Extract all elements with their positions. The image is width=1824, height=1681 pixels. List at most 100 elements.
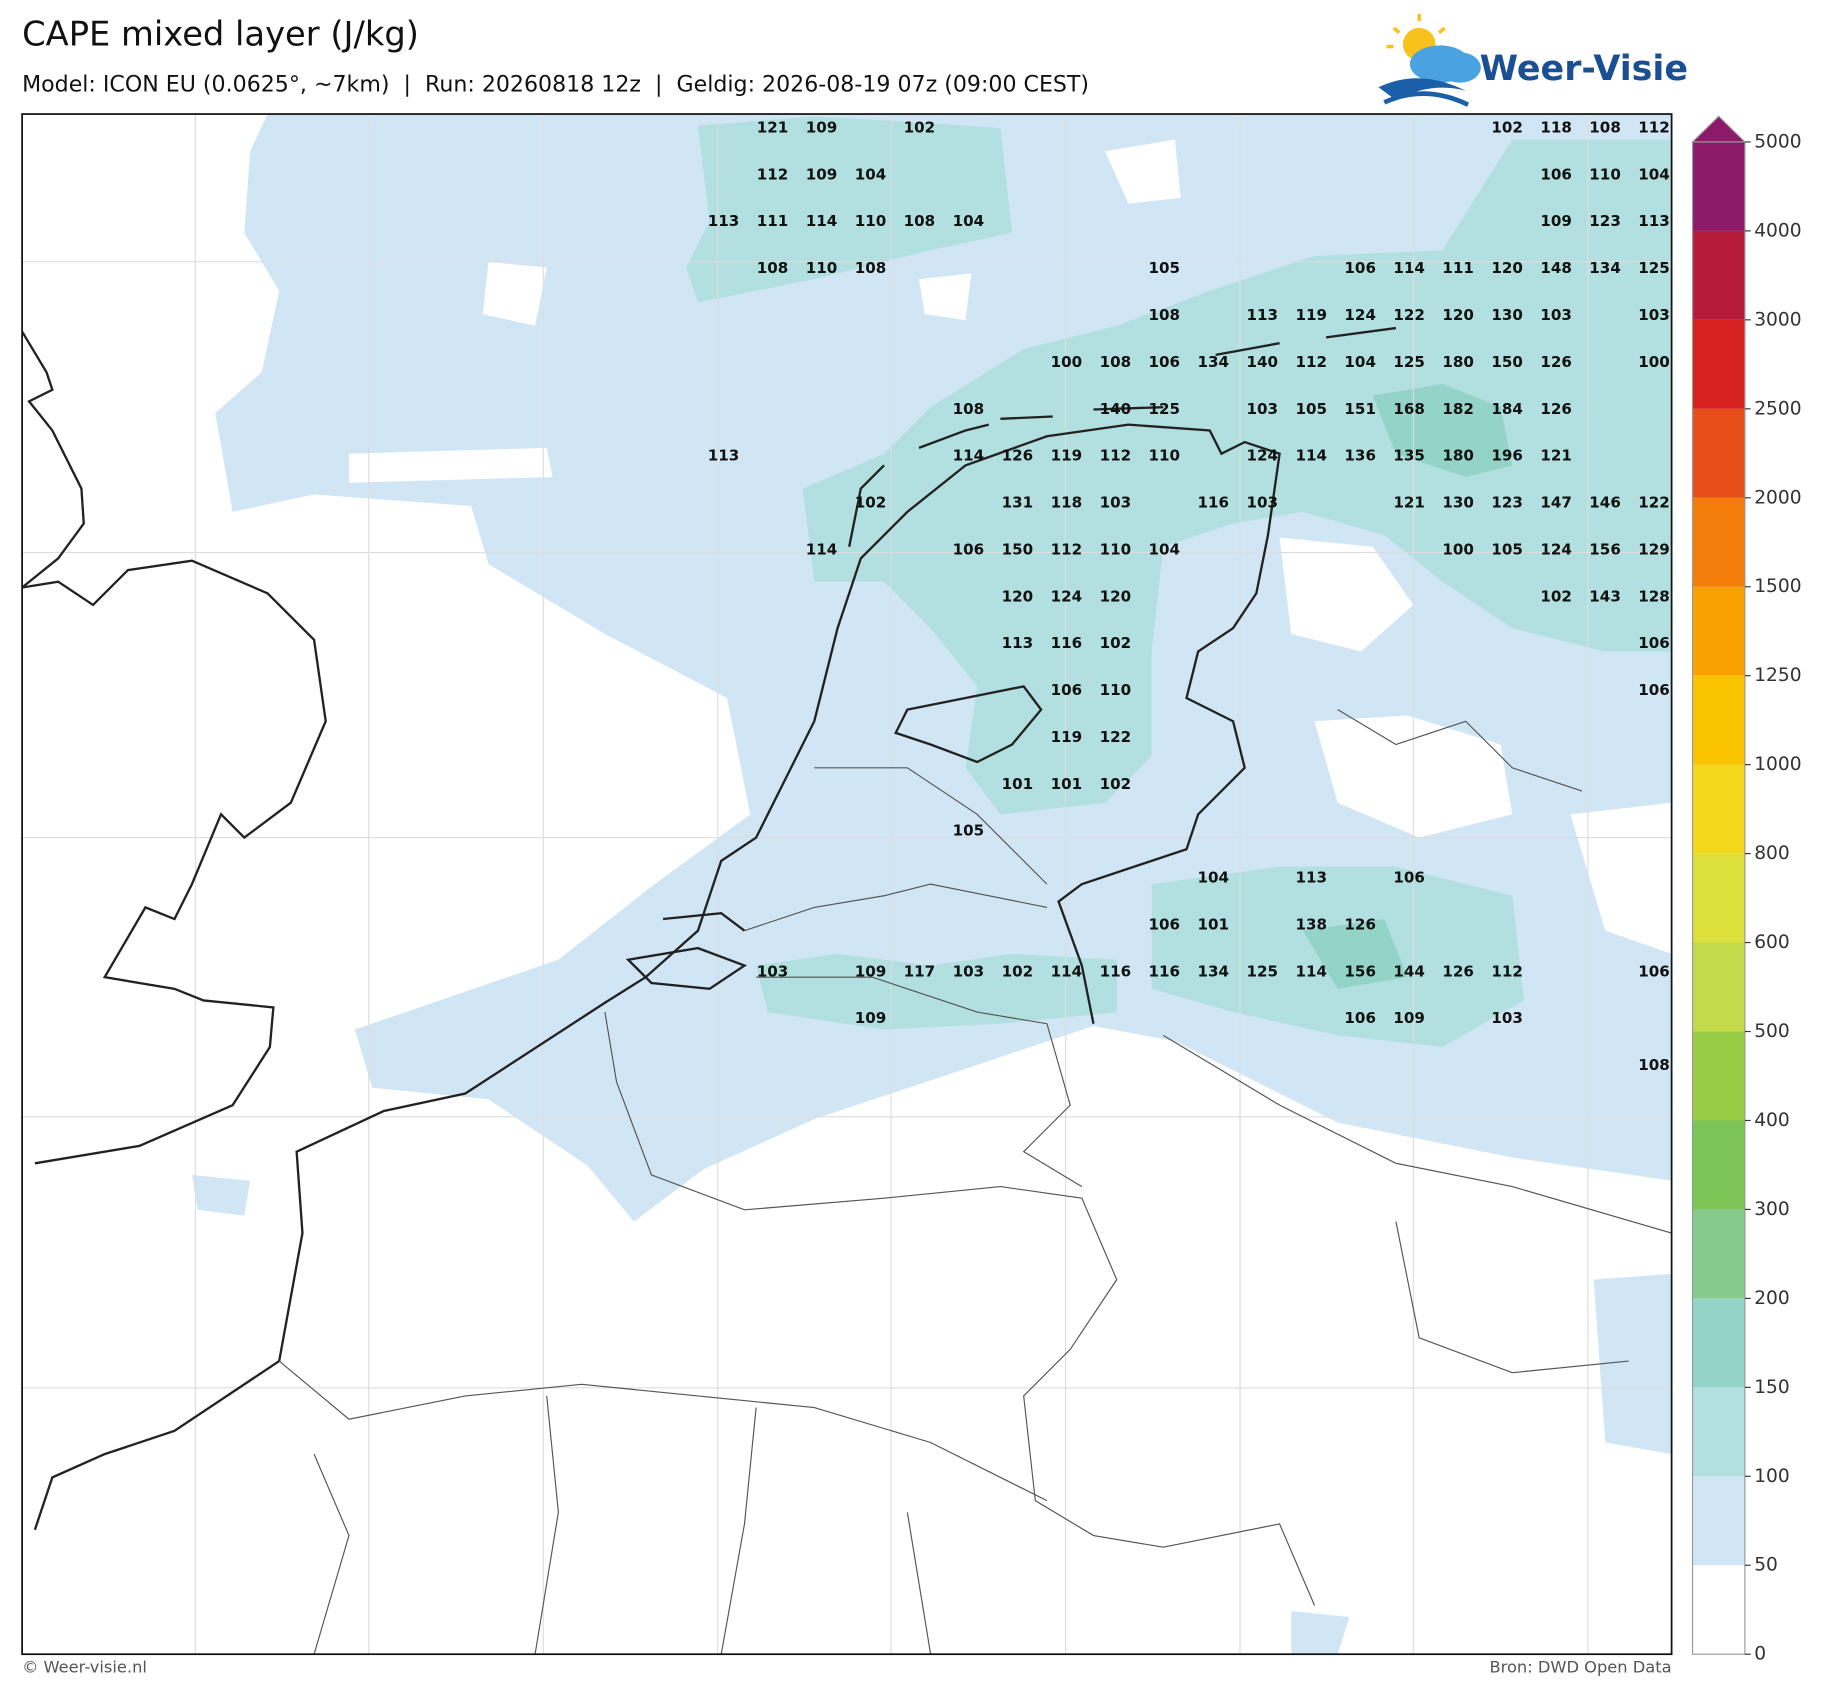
colorbar-tick-label: 1500 [1754, 576, 1801, 597]
map: 121 109 102 102 118 108 112 112 109 104 106 110 104 1… [22, 114, 1672, 1655]
cape-value: 113 [1295, 869, 1327, 887]
cape-value: 114 [1051, 962, 1083, 980]
cape-value: 114 [806, 212, 838, 230]
cape-value: 180 [1442, 447, 1474, 465]
cape-value: 102 [855, 494, 887, 512]
cape-value: 104 [1344, 353, 1376, 371]
cape-value: 121 [1540, 447, 1572, 465]
cape-value: 119 [1051, 447, 1083, 465]
colorbar-segment [1692, 1031, 1745, 1121]
cape-value: 118 [1540, 119, 1572, 137]
borders [278, 709, 1672, 1655]
cape-value: 122 [1100, 728, 1132, 746]
cape-value: 108 [855, 259, 887, 277]
colorbar-tick-label: 0 [1754, 1644, 1766, 1665]
cape-value: 138 [1295, 915, 1327, 933]
cape-value: 112 [1100, 447, 1132, 465]
cape-value: 106 [1638, 681, 1670, 699]
cape-value: 106 [1344, 1009, 1376, 1027]
cape-value: 108 [1589, 119, 1621, 137]
cape-value: 110 [1149, 447, 1181, 465]
colorbar-segment [1692, 1387, 1745, 1477]
cape-value: 124 [1246, 447, 1278, 465]
cape-value: 102 [1540, 587, 1572, 605]
cape-value: 116 [1100, 962, 1132, 980]
cape-value: 112 [1051, 540, 1083, 558]
colorbar-segment [1692, 1298, 1745, 1388]
colorbar-segment [1692, 853, 1745, 943]
cape-value: 114 [806, 540, 838, 558]
cape-value: 124 [1051, 587, 1083, 605]
cape-value: 101 [1198, 915, 1230, 933]
colorbar-tick-label: 2500 [1754, 398, 1801, 419]
cape-value: 105 [953, 822, 985, 840]
cape-value: 129 [1638, 540, 1670, 558]
colorbar-tick-label: 5000 [1754, 131, 1801, 152]
cape-value: 122 [1638, 494, 1670, 512]
logo: Weer-Visie [1378, 13, 1688, 107]
cape-value: 113 [708, 447, 740, 465]
cape-value: 106 [1051, 681, 1083, 699]
cape-value: 113 [1638, 212, 1670, 230]
cape-value: 143 [1589, 587, 1621, 605]
cape-value: 103 [1540, 306, 1572, 324]
graticule [22, 114, 1672, 1655]
cape-value: 116 [1051, 634, 1083, 652]
cape-value: 111 [757, 212, 789, 230]
cape-value: 110 [1589, 165, 1621, 183]
logo-text: Weer-Visie [1480, 49, 1688, 89]
colorbar: 0 50 100 150 200 300 400 500 600 800 1000 1250 1500 2… [1691, 115, 1802, 1665]
cape-value: 103 [1491, 1009, 1523, 1027]
cape-value: 105 [1491, 540, 1523, 558]
cape-value: 126 [1002, 447, 1034, 465]
cape-value: 123 [1589, 212, 1621, 230]
cape-value: 100 [1442, 540, 1474, 558]
cape-value: 106 [953, 540, 985, 558]
cape-value: 102 [1100, 775, 1132, 793]
colorbar-segment [1692, 319, 1745, 409]
cape-value: 103 [953, 962, 985, 980]
colorbar-tick-label: 4000 [1754, 220, 1801, 241]
cape-value: 109 [855, 1009, 887, 1027]
cape-value: 180 [1442, 353, 1474, 371]
colorbar-segment [1692, 1476, 1745, 1566]
cape-value: 105 [1149, 259, 1181, 277]
colorbar-segment [1692, 1209, 1745, 1299]
cape-value: 111 [1442, 259, 1474, 277]
cape-value: 106 [1149, 915, 1181, 933]
cape-value: 103 [1638, 306, 1670, 324]
colorbar-segment [1692, 230, 1745, 320]
cape-value: 150 [1491, 353, 1523, 371]
cape-value: 150 [1002, 540, 1034, 558]
colorbar-extension [1691, 115, 1747, 143]
cape-value: 106 [1540, 165, 1572, 183]
cape-value: 103 [1246, 494, 1278, 512]
colorbar-tick-label: 600 [1754, 932, 1790, 953]
cape-value: 112 [757, 165, 789, 183]
colorbar-tick-label: 100 [1754, 1466, 1790, 1487]
cape-value: 105 [1295, 400, 1327, 418]
cape-value: 104 [953, 212, 985, 230]
cape-value: 126 [1442, 962, 1474, 980]
cape-value: 106 [1393, 869, 1425, 887]
cape-value: 109 [806, 119, 838, 137]
cape-value: 100 [1051, 353, 1083, 371]
cape-value: 106 [1344, 259, 1376, 277]
cape-value: 130 [1442, 494, 1474, 512]
cape-value: 113 [1002, 634, 1034, 652]
colorbar-segment [1692, 764, 1745, 854]
cape-value: 112 [1491, 962, 1523, 980]
cape-value: 118 [1051, 494, 1083, 512]
colorbar-tick-label: 1250 [1754, 665, 1801, 686]
colorbar-tick-label: 150 [1754, 1377, 1790, 1398]
cape-value: 125 [1638, 259, 1670, 277]
cape-value: 120 [1491, 259, 1523, 277]
cape-value: 122 [1393, 306, 1425, 324]
cape-value: 151 [1344, 400, 1376, 418]
cape-value: 184 [1491, 400, 1523, 418]
cape-value: 106 [1638, 634, 1670, 652]
cape-value: 109 [855, 962, 887, 980]
cape-value: 110 [855, 212, 887, 230]
cape-value: 102 [904, 119, 936, 137]
